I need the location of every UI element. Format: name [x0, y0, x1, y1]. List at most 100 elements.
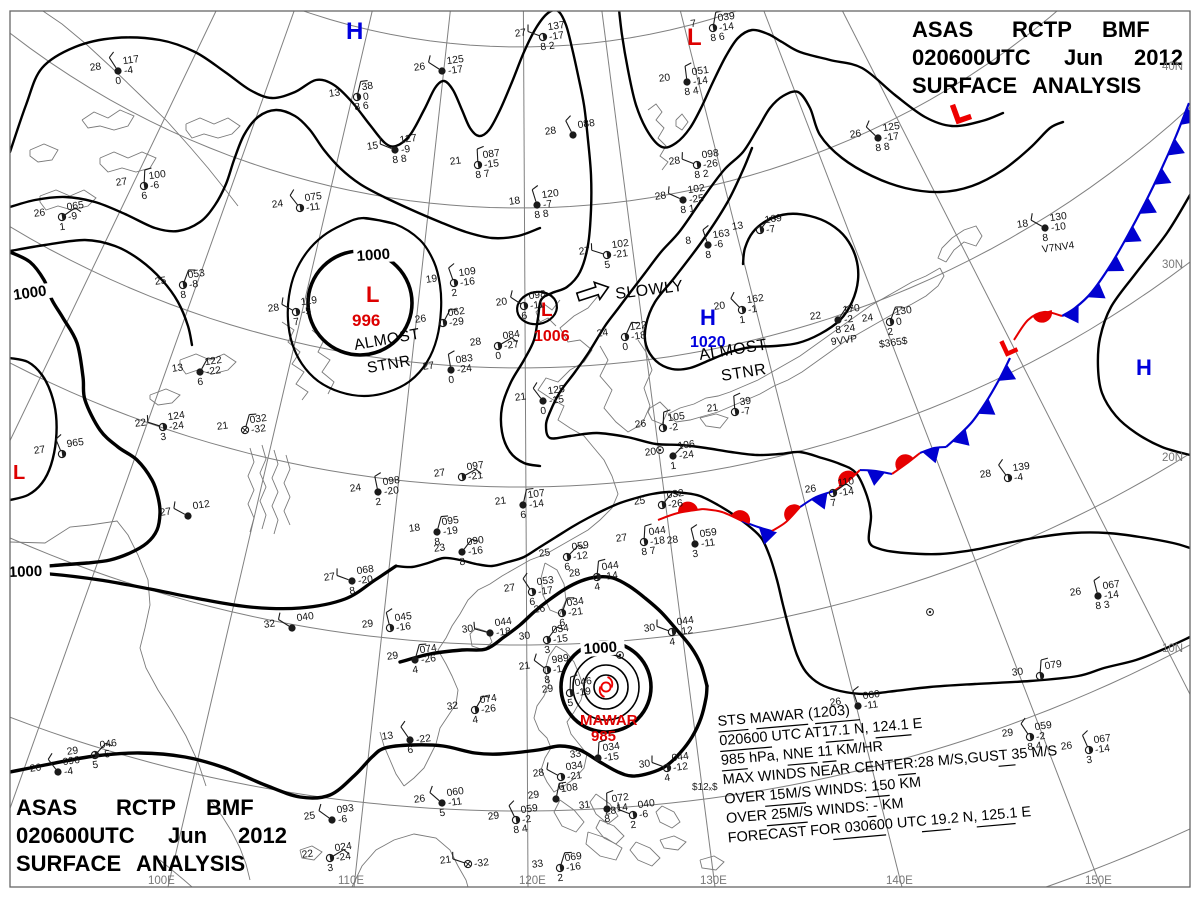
svg-text:065: 065 — [66, 200, 85, 213]
svg-text:-6: -6 — [337, 814, 348, 826]
svg-text:024: 024 — [334, 841, 353, 854]
svg-text:098: 098 — [701, 148, 720, 161]
svg-text:072: 072 — [611, 792, 630, 805]
svg-text:21: 21 — [216, 420, 229, 433]
svg-text:124: 124 — [167, 410, 186, 423]
svg-text:-22: -22 — [415, 733, 432, 746]
svg-text:29: 29 — [541, 683, 554, 696]
svg-text:26: 26 — [413, 793, 426, 806]
svg-text:7: 7 — [690, 18, 697, 30]
svg-text:L: L — [541, 300, 553, 321]
svg-text:-17: -17 — [537, 585, 554, 598]
svg-text:26: 26 — [849, 128, 862, 141]
svg-text:120E: 120E — [519, 875, 546, 887]
svg-text:060: 060 — [862, 689, 881, 702]
svg-text:H: H — [1136, 355, 1152, 380]
svg-text:26: 26 — [634, 418, 647, 431]
svg-text:062: 062 — [447, 306, 466, 319]
svg-text:105: 105 — [667, 411, 686, 424]
svg-text:-11: -11 — [529, 299, 545, 312]
svg-text:4: 4 — [669, 637, 676, 649]
svg-text:L: L — [366, 282, 379, 307]
svg-text:13: 13 — [381, 730, 394, 743]
svg-text:2012: 2012 — [1134, 45, 1183, 70]
svg-text:13: 13 — [171, 362, 184, 375]
svg-text:4: 4 — [664, 773, 671, 785]
svg-text:$365$: $365$ — [878, 336, 908, 351]
svg-text:100: 100 — [148, 169, 167, 182]
svg-text:13: 13 — [328, 87, 341, 100]
svg-text:-24: -24 — [335, 851, 352, 864]
svg-text:-21: -21 — [612, 248, 629, 261]
svg-text:1: 1 — [59, 222, 66, 234]
svg-text:ANALYSIS: ANALYSIS — [136, 851, 245, 876]
svg-text:25: 25 — [303, 810, 316, 823]
svg-text:069: 069 — [564, 851, 583, 864]
svg-text:034: 034 — [566, 596, 585, 609]
svg-text:-16: -16 — [459, 276, 476, 289]
svg-text:-24: -24 — [678, 449, 695, 462]
svg-text:-15: -15 — [483, 158, 500, 171]
svg-text:0: 0 — [362, 91, 369, 103]
svg-text:26: 26 — [413, 61, 426, 74]
svg-text:8: 8 — [604, 814, 611, 826]
svg-text:-12: -12 — [572, 550, 589, 563]
svg-text:-5: -5 — [301, 306, 312, 318]
svg-text:-2: -2 — [843, 314, 854, 326]
svg-text:3: 3 — [1086, 755, 1093, 767]
svg-text:ASAS: ASAS — [912, 17, 973, 42]
svg-text:100E: 100E — [148, 875, 175, 887]
svg-text:1000: 1000 — [356, 246, 390, 265]
svg-text:074: 074 — [419, 643, 438, 656]
svg-text:Jun: Jun — [1064, 45, 1103, 70]
svg-text:044: 044 — [494, 616, 513, 629]
svg-text:18: 18 — [508, 195, 521, 208]
svg-text:110E: 110E — [338, 875, 364, 887]
svg-text:24: 24 — [349, 482, 362, 495]
svg-text:1020: 1020 — [690, 334, 726, 351]
svg-text:18: 18 — [1016, 218, 1029, 231]
svg-text:067: 067 — [1102, 579, 1121, 592]
svg-text:989: 989 — [551, 653, 570, 666]
svg-text:29: 29 — [66, 745, 79, 758]
svg-text:1000: 1000 — [12, 282, 47, 303]
svg-text:23: 23 — [433, 542, 446, 555]
svg-text:059: 059 — [520, 803, 539, 816]
svg-text:27: 27 — [33, 444, 46, 457]
svg-text:0: 0 — [895, 316, 902, 328]
svg-text:27: 27 — [433, 467, 446, 480]
svg-text:1000: 1000 — [583, 639, 617, 658]
svg-text:150E: 150E — [1085, 875, 1112, 887]
svg-text:30: 30 — [518, 630, 531, 643]
svg-text:8 7: 8 7 — [641, 545, 657, 558]
svg-text:8 24: 8 24 — [835, 323, 857, 337]
svg-text:22: 22 — [809, 310, 822, 323]
svg-text:079: 079 — [1044, 659, 1063, 672]
svg-text:24: 24 — [271, 198, 284, 211]
svg-text:32: 32 — [263, 618, 276, 631]
svg-text:059: 059 — [571, 540, 590, 553]
svg-text:27: 27 — [514, 27, 527, 40]
svg-text:044: 044 — [676, 615, 695, 628]
svg-text:-25: -25 — [688, 193, 705, 206]
svg-text:28: 28 — [532, 767, 545, 780]
svg-text:119: 119 — [300, 295, 318, 308]
svg-text:21: 21 — [439, 854, 452, 867]
svg-text:0: 0 — [540, 406, 547, 418]
svg-text:15: 15 — [366, 140, 379, 153]
svg-text:-10: -10 — [1050, 221, 1067, 234]
svg-text:087: 087 — [482, 148, 501, 161]
svg-text:032: 032 — [666, 488, 685, 501]
svg-text:-27: -27 — [503, 339, 520, 352]
svg-text:130: 130 — [1049, 211, 1068, 224]
svg-text:28: 28 — [668, 155, 681, 168]
svg-text:125: 125 — [547, 384, 566, 397]
svg-text:8 7: 8 7 — [475, 168, 491, 181]
svg-text:093: 093 — [336, 803, 355, 816]
svg-text:102: 102 — [687, 183, 706, 196]
svg-text:-16: -16 — [565, 861, 582, 874]
svg-text:20: 20 — [495, 296, 508, 309]
svg-text:2: 2 — [451, 288, 458, 300]
svg-text:V7NV4: V7NV4 — [1041, 240, 1075, 255]
svg-text:3: 3 — [692, 549, 699, 561]
